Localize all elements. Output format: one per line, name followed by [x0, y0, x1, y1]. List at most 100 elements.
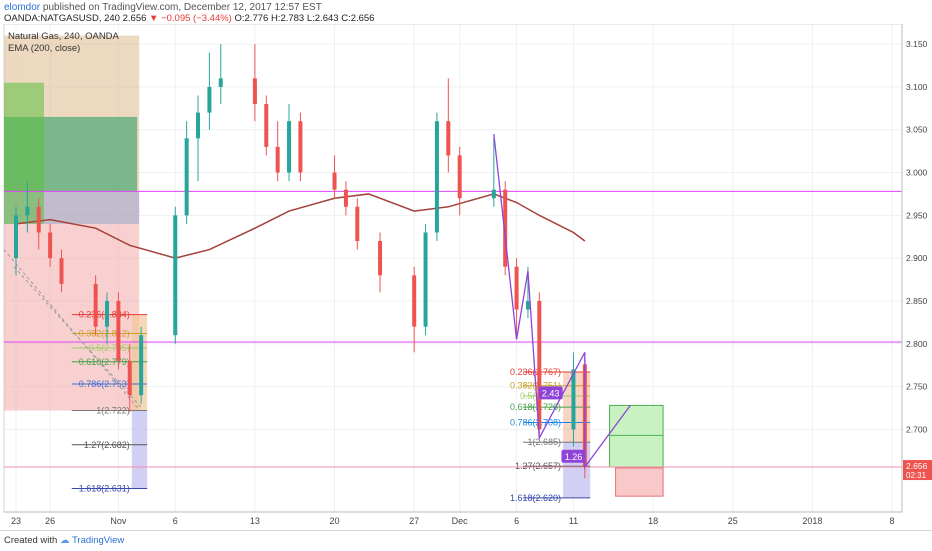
- candle-body: [264, 104, 269, 147]
- price-change: ▼ −0.095 (−3.44%): [149, 13, 232, 24]
- y-tick-label: 2.800: [906, 339, 928, 349]
- x-tick-label: 8: [889, 516, 894, 526]
- instrument-label[interactable]: Natural Gas, 240, OANDA: [8, 31, 119, 42]
- fib-label: 1(2.685): [528, 437, 562, 447]
- symbol-line: OANDA:NATGASUSD, 240 2.656 ▼ −0.095 (−3.…: [4, 13, 374, 24]
- x-tick-label: 23: [11, 516, 21, 526]
- candle-body: [59, 258, 64, 284]
- created-with: Created with ☁ TradingView: [4, 535, 124, 546]
- candle-body: [139, 335, 144, 396]
- tradingview-brand[interactable]: TradingView: [71, 535, 125, 546]
- pattern-label: 1.26: [565, 452, 583, 462]
- fib-label: 1.27(2.682): [84, 440, 130, 450]
- symbol[interactable]: OANDA:NATGASUSD, 240: [4, 13, 120, 24]
- candle-body: [571, 369, 576, 430]
- y-tick-label: 2.750: [906, 382, 928, 392]
- pattern-label-bg: [561, 449, 586, 463]
- x-tick-label: 13: [250, 516, 260, 526]
- fib-label: 0.786(2.708): [510, 418, 561, 428]
- candle-body: [412, 275, 417, 327]
- current-price-tag: [903, 460, 932, 481]
- candle-body: [184, 138, 189, 216]
- candle-body: [332, 172, 337, 190]
- fib-label: 0.5(2.795): [89, 343, 130, 353]
- published-text: published on TradingView.com, December 1…: [40, 2, 322, 13]
- candle-body: [355, 206, 360, 242]
- target-box: [609, 404, 664, 468]
- fib-label: 1.618(2.620): [510, 493, 561, 503]
- candle-body: [503, 189, 508, 267]
- candle-body: [287, 121, 292, 173]
- author-link[interactable]: elomdor: [4, 2, 41, 13]
- candle-body: [218, 78, 223, 87]
- candle-body: [93, 283, 98, 327]
- fib-label: 0.618(2.779): [79, 357, 130, 367]
- chart-legend: Natural Gas, 240, OANDA EMA (200, close): [8, 31, 119, 55]
- zone-box: [4, 82, 44, 224]
- candle-body: [105, 300, 110, 327]
- candle-body: [275, 146, 280, 173]
- candle-body: [173, 215, 178, 336]
- projection-dashed: [13, 266, 143, 409]
- y-tick-label: 3.100: [906, 82, 928, 92]
- price-chart[interactable]: 0.236(2.834) 0.382(2.812) 0.5(2.795) 0.618(…: [0, 24, 932, 530]
- candle-body: [434, 121, 439, 233]
- x-tick-label: 2018: [802, 516, 822, 526]
- fib-label: 1(2.722): [96, 406, 130, 416]
- fib-label: 1.618(2.631): [79, 483, 130, 493]
- y-tick-label: 3.000: [906, 168, 928, 178]
- candle-body: [457, 155, 462, 199]
- candle-body: [25, 206, 30, 216]
- x-tick-label: 11: [569, 516, 578, 526]
- candle-body: [491, 189, 496, 199]
- x-tick-label: 18: [648, 516, 658, 526]
- publish-line: elomdor published on TradingView.com, De…: [4, 2, 322, 13]
- indicator-label[interactable]: EMA (200, close): [8, 43, 81, 54]
- projection-dashed: [3, 249, 139, 409]
- y-tick-label: 3.050: [906, 125, 928, 135]
- harmonic-pattern: [493, 133, 631, 470]
- footer: Created with ☁ TradingView: [0, 530, 932, 551]
- candle-body: [252, 78, 257, 105]
- x-tick-label: 6: [173, 516, 178, 526]
- x-tick-label: 27: [409, 516, 419, 526]
- y-tick-label: 2.700: [906, 424, 928, 434]
- current-price-label: 2.656: [906, 461, 928, 471]
- fib-label: 0.786(2.753): [79, 379, 130, 389]
- x-tick-label: 26: [45, 516, 55, 526]
- fib-label: 0.618(2.726): [510, 402, 561, 412]
- fib-label: 1.27(2.657): [515, 461, 561, 471]
- candle-body: [207, 86, 212, 113]
- pattern-label-bg: [538, 386, 563, 400]
- ohlc-values: O:2.776 H:2.783 L:2.643 C:2.656: [234, 13, 375, 24]
- candle-body: [378, 241, 383, 276]
- candle-body: [14, 215, 18, 259]
- y-tick-label: 2.950: [906, 210, 928, 220]
- x-tick-label: 6: [514, 516, 519, 526]
- candle-body: [298, 121, 303, 173]
- candle-body: [127, 360, 132, 396]
- candle-body: [48, 232, 53, 259]
- fib-label: 0.382(2.812): [79, 328, 130, 338]
- candle-body: [537, 300, 542, 430]
- x-tick-label: Nov: [110, 516, 127, 526]
- last-price: 2.656: [122, 13, 147, 24]
- candle-body: [514, 266, 519, 310]
- stop-box: [615, 467, 664, 497]
- candle-body: [343, 189, 348, 207]
- candle-body: [423, 232, 428, 327]
- y-tick-label: 2.850: [906, 296, 928, 306]
- tradingview-cloud-icon: ☁: [59, 535, 70, 546]
- x-tick-label: Dec: [452, 516, 469, 526]
- candle-body: [116, 300, 121, 361]
- created-with-label: Created with: [4, 535, 58, 546]
- y-tick-label: 3.150: [906, 39, 928, 49]
- candle-body: [36, 206, 41, 233]
- x-tick-label: 20: [330, 516, 340, 526]
- candle-body: [446, 121, 451, 156]
- countdown-label: 02:31: [906, 471, 927, 480]
- candle-body: [525, 300, 530, 310]
- fib-label: 0.236(2.767): [510, 367, 561, 377]
- chart-header: elomdor published on TradingView.com, De…: [0, 0, 932, 24]
- fib-zone: [131, 410, 148, 489]
